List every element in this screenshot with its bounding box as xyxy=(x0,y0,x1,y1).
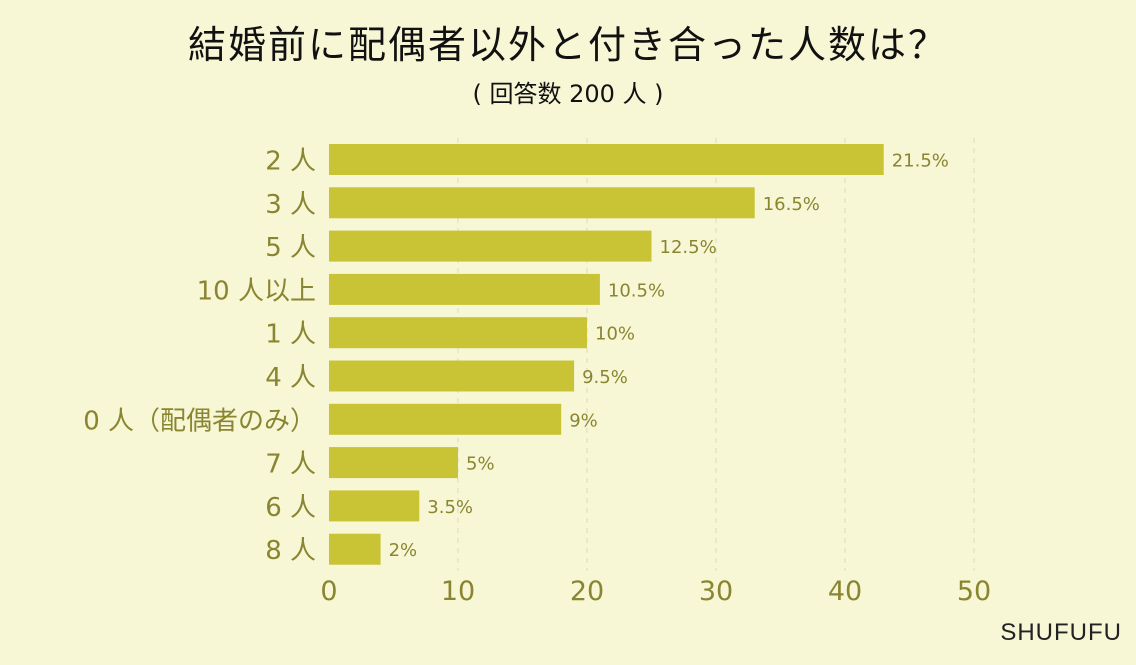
bar xyxy=(329,273,600,305)
data-label: 9% xyxy=(569,410,598,431)
category-label: 7 人 xyxy=(265,450,316,480)
bar xyxy=(329,187,755,219)
data-label: 5% xyxy=(466,454,495,475)
data-label: 3.5% xyxy=(427,497,473,518)
x-tick-label: 20 xyxy=(570,576,604,607)
bar xyxy=(329,230,652,262)
x-tick-label: 10 xyxy=(441,576,475,607)
data-label: 16.5% xyxy=(763,194,820,215)
category-label: 2 人 xyxy=(265,147,316,177)
bar xyxy=(329,403,562,435)
data-label: 10% xyxy=(595,324,635,345)
chart-title: 結婚前に配偶者以外と付き合った人数は？ xyxy=(187,23,948,67)
bar xyxy=(329,360,575,392)
category-label: 5 人 xyxy=(265,233,316,263)
category-label: 8 人 xyxy=(265,536,316,566)
category-label: 0 人（配偶者のみ） xyxy=(83,406,316,436)
data-label: 10.5% xyxy=(608,280,665,301)
bar xyxy=(329,317,587,349)
chart-subtitle: ( 回答数 200 人 ) xyxy=(472,80,664,108)
category-label: 6 人 xyxy=(265,493,316,523)
x-tick-label: 0 xyxy=(320,576,337,607)
data-label: 9.5% xyxy=(582,367,628,388)
brand-logo: SHUFUFU xyxy=(1000,619,1122,646)
x-tick-label: 30 xyxy=(699,576,733,607)
category-label: 4 人 xyxy=(265,363,316,393)
data-label: 12.5% xyxy=(660,237,717,258)
x-tick-label: 40 xyxy=(828,576,862,607)
bar xyxy=(329,447,458,479)
bar xyxy=(329,533,381,565)
category-label: 10 人以上 xyxy=(197,276,316,306)
data-label: 21.5% xyxy=(892,151,949,172)
data-label: 2% xyxy=(389,540,418,561)
bar xyxy=(329,490,420,522)
bar xyxy=(329,144,884,175)
category-label: 3 人 xyxy=(265,190,316,220)
category-label: 1 人 xyxy=(265,320,316,350)
x-tick-label: 50 xyxy=(957,576,991,607)
